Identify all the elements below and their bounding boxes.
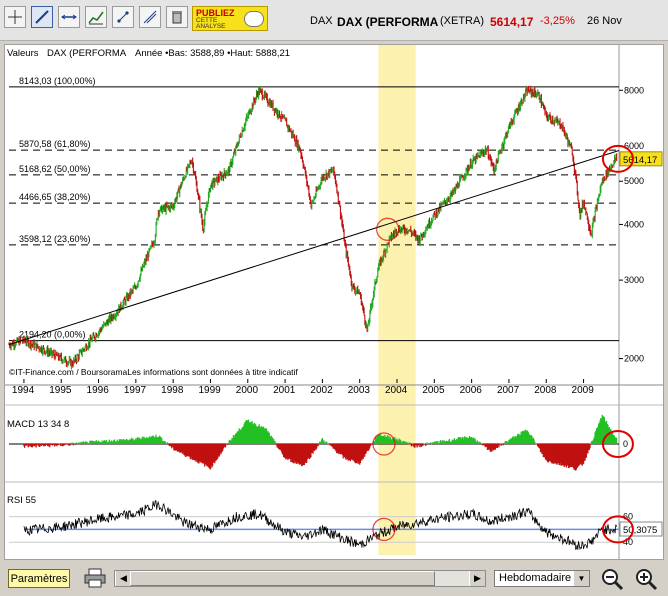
printer-icon — [84, 568, 106, 588]
print-button[interactable] — [84, 568, 106, 588]
legend-valeurs: Valeurs — [7, 48, 39, 59]
scroll-right-arrow-icon[interactable]: ▶ — [469, 571, 485, 586]
fib-level-label: 3598,12 (23,60%) — [19, 234, 91, 244]
zoom-in-icon — [636, 569, 658, 591]
y-tick-label: 2000 — [624, 354, 644, 364]
x-tick-label: 2005 — [422, 385, 445, 396]
period-value: Hebdomadaire — [499, 572, 572, 584]
trash-icon — [172, 11, 182, 24]
trendline — [8, 150, 620, 346]
annotation-circle — [376, 217, 400, 241]
period-select[interactable]: Hebdomadaire ▼ — [494, 570, 590, 587]
rsi-value-box — [619, 521, 663, 537]
macd-label: MACD 13 34 8 — [7, 419, 69, 430]
scroll-left-arrow-icon[interactable]: ◀ — [115, 571, 131, 586]
legend-series: DAX (PERFORMA — [47, 48, 127, 59]
rsi-label: RSI 55 — [7, 495, 36, 506]
chart-svg: Valeurs DAX (PERFORMA Année •Bas: 3588,89 … — [5, 45, 663, 559]
x-tick-label: 1997 — [124, 385, 147, 396]
x-tick-label: 2002 — [310, 385, 333, 396]
y-tick-label: 5000 — [624, 176, 644, 186]
speech-bubble-icon — [244, 11, 264, 27]
zoom-in-button[interactable] — [634, 567, 658, 591]
x-tick-label: 1994 — [12, 385, 35, 396]
quote-exchange: (XETRA) — [440, 15, 484, 27]
highlight-band — [378, 45, 416, 555]
publish-label: PUBLIEZ — [196, 8, 235, 18]
x-tick-label: 1999 — [198, 385, 221, 396]
y-tick-label: 6000 — [624, 141, 644, 151]
scroll-thumb[interactable] — [130, 571, 435, 586]
crosshair-icon — [8, 10, 22, 24]
x-tick-label: 2008 — [534, 385, 557, 396]
y-tick-label: 4000 — [624, 219, 644, 229]
x-tick-label: 2009 — [572, 385, 595, 396]
annotation-circle — [601, 430, 634, 458]
delete-tool-button[interactable] — [166, 6, 188, 28]
rsi-60-tick: 60 — [623, 512, 633, 522]
legend-year-range: Année •Bas: 3588,89 •Haut: 5888,21 — [135, 48, 290, 59]
fibonacci-icon — [117, 11, 129, 23]
macd-zero-tick: 0 — [623, 439, 628, 449]
trendline-icon — [35, 10, 49, 24]
trendline-tool-button[interactable] — [31, 6, 53, 28]
fib-level-label: 5168,62 (50,00%) — [19, 164, 91, 174]
zoom-out-icon — [602, 569, 624, 591]
quote-price: 5614,17 — [490, 15, 534, 29]
x-tick-label: 2000 — [236, 385, 259, 396]
x-tick-label: 2003 — [348, 385, 371, 396]
last-price-label: 5614,17 — [623, 155, 657, 166]
x-tick-label: 2004 — [385, 385, 408, 396]
annotation-circle — [372, 432, 396, 456]
x-tick-label: 2007 — [497, 385, 520, 396]
fib-level-label: 4466,65 (38,20%) — [19, 192, 91, 202]
publish-sublabel: CETTE ANALYSE — [196, 17, 226, 30]
quote-ticker: DAX — [310, 15, 333, 27]
bottom-bar: Paramètres ◀ ▶ Hebdomadaire ▼ — [0, 562, 668, 596]
drawing-tool-button[interactable] — [139, 6, 161, 28]
x-tick-label: 2006 — [460, 385, 483, 396]
x-tick-label: 1996 — [87, 385, 110, 396]
rsi-line — [23, 500, 617, 551]
x-tick-label: 1998 — [161, 385, 184, 396]
x-tick-label: 2001 — [273, 385, 296, 396]
chart-area[interactable]: Valeurs DAX (PERFORMA Année •Bas: 3588,89 … — [4, 44, 664, 560]
quote-name: DAX (PERFORMA — [337, 15, 439, 29]
fibonacci-tool-button[interactable] — [112, 6, 134, 28]
parameters-button[interactable]: Paramètres — [8, 569, 70, 588]
zoom-out-button[interactable] — [600, 567, 624, 591]
y-tick-label: 8000 — [624, 85, 644, 95]
source-text: ©IT-Finance.com / BoursoramaLes informat… — [9, 367, 298, 377]
pen-icon — [143, 10, 157, 24]
rsi-value-label: 50,3075 — [623, 525, 657, 536]
chart-icon — [88, 11, 104, 25]
fib-level-label: 5870,58 (61,80%) — [19, 139, 91, 149]
annotation-circle — [601, 515, 634, 544]
quote-date: 26 Nov — [587, 15, 622, 27]
quote-change: -3,25% — [540, 15, 575, 27]
annotation-circle — [601, 144, 634, 173]
publish-analysis-button[interactable]: PUBLIEZ CETTE ANALYSE — [192, 6, 268, 31]
parallel-lines-icon — [61, 14, 77, 20]
x-tick-label: 1995 — [49, 385, 72, 396]
history-scrollbar[interactable]: ◀ ▶ — [114, 570, 486, 587]
fib-level-label: 8143,03 (100,00%) — [19, 76, 96, 86]
chart-type-tool-button[interactable] — [85, 6, 107, 28]
last-price-box — [619, 151, 663, 167]
parallel-lines-tool-button[interactable] — [58, 6, 80, 28]
annotation-circle — [372, 517, 396, 542]
fib-level-label: 2194,20 (0,00%) — [19, 330, 86, 340]
rsi-40-tick: 40 — [623, 537, 633, 547]
chevron-down-icon: ▼ — [574, 571, 589, 586]
crosshair-tool-button[interactable] — [4, 6, 26, 28]
toolbar: PUBLIEZ CETTE ANALYSE DAX DAX (PERFORMA … — [0, 0, 668, 41]
y-tick-label: 3000 — [624, 275, 644, 285]
